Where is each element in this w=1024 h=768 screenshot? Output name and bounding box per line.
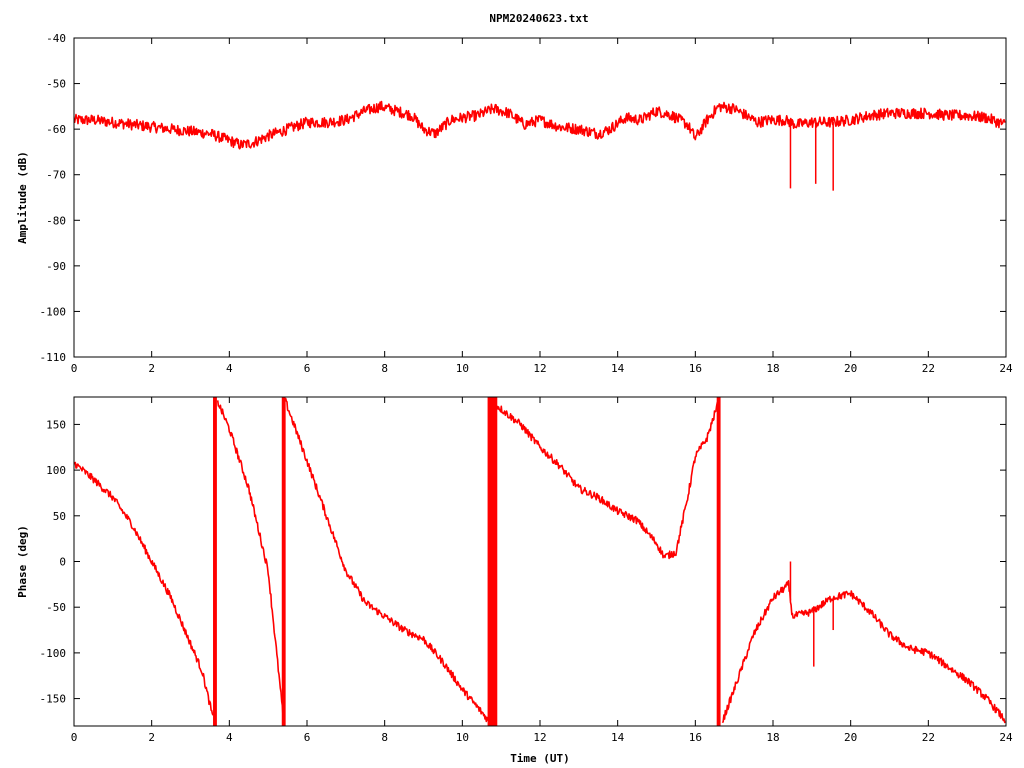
series-line [74, 397, 1006, 726]
y-tick-label: -150 [40, 693, 67, 706]
amplitude-panel: 0 2 4 6 8 10 12 14 16 18 20 22 24-40-50-60-70-80-90-… [16, 32, 1013, 375]
phase-wrap-band [716, 397, 721, 726]
x-tick-label: 20 [844, 362, 857, 375]
y-tick-label: -100 [40, 305, 67, 318]
amplitude-trace-group [74, 100, 1006, 191]
amplitude-plot-frame [73, 37, 1007, 358]
amplitude-y-axis-label: Amplitude (dB) [16, 151, 29, 244]
x-tick-label: 10 [456, 731, 469, 744]
x-tick-label: 2 [148, 731, 155, 744]
x-tick-label: 24 [999, 731, 1013, 744]
y-tick-label: -50 [46, 601, 66, 614]
series-line [74, 100, 1006, 150]
x-tick-label: 0 [71, 362, 78, 375]
x-tick-label: 16 [689, 362, 702, 375]
phase-axes: 0 2 4 6 8 10 12 14 16 18 20 22 24150100500-50-100-15… [40, 397, 1013, 744]
y-tick-label: -70 [46, 169, 66, 182]
y-tick-label: 50 [53, 510, 66, 523]
y-tick-label: 150 [46, 418, 66, 431]
phase-wrap-band [487, 397, 498, 726]
x-tick-label: 18 [766, 362, 779, 375]
y-tick-label: -110 [40, 351, 67, 364]
y-tick-label: 100 [46, 464, 66, 477]
x-tick-label: 8 [381, 362, 388, 375]
x-tick-label: 18 [766, 731, 779, 744]
phase-wrap-band [281, 397, 286, 726]
x-tick-label: 14 [611, 731, 625, 744]
x-tick-label: 10 [456, 362, 469, 375]
x-tick-label: 6 [304, 362, 311, 375]
phase-y-axis-label: Phase (deg) [16, 525, 29, 598]
phase-panel: 0 2 4 6 8 10 12 14 16 18 20 22 24150100500-50-100-15… [16, 396, 1013, 765]
y-tick-label: -60 [46, 123, 66, 136]
x-tick-label: 24 [999, 362, 1013, 375]
phase-x-axis-label: Time (UT) [510, 752, 570, 765]
y-tick-label: 0 [59, 556, 66, 569]
phase-wrap-band [213, 397, 217, 726]
x-tick-label: 16 [689, 731, 702, 744]
y-tick-label: -90 [46, 260, 66, 273]
y-tick-label: -40 [46, 32, 66, 45]
x-tick-label: 14 [611, 362, 625, 375]
x-tick-label: 22 [922, 362, 935, 375]
x-tick-label: 2 [148, 362, 155, 375]
x-tick-label: 0 [71, 731, 78, 744]
y-tick-label: -80 [46, 214, 66, 227]
chart-title: NPM20240623.txt [489, 12, 588, 25]
y-tick-label: -50 [46, 78, 66, 91]
phase-trace-group [74, 397, 1006, 726]
x-tick-label: 6 [304, 731, 311, 744]
x-tick-label: 22 [922, 731, 935, 744]
x-tick-label: 20 [844, 731, 857, 744]
x-tick-label: 4 [226, 362, 233, 375]
y-tick-label: -100 [40, 647, 67, 660]
x-tick-label: 12 [533, 731, 546, 744]
x-tick-label: 4 [226, 731, 233, 744]
x-tick-label: 8 [381, 731, 388, 744]
x-tick-label: 12 [533, 362, 546, 375]
amplitude-axes: 0 2 4 6 8 10 12 14 16 18 20 22 24-40-50-60-70-80-90-… [40, 32, 1013, 375]
